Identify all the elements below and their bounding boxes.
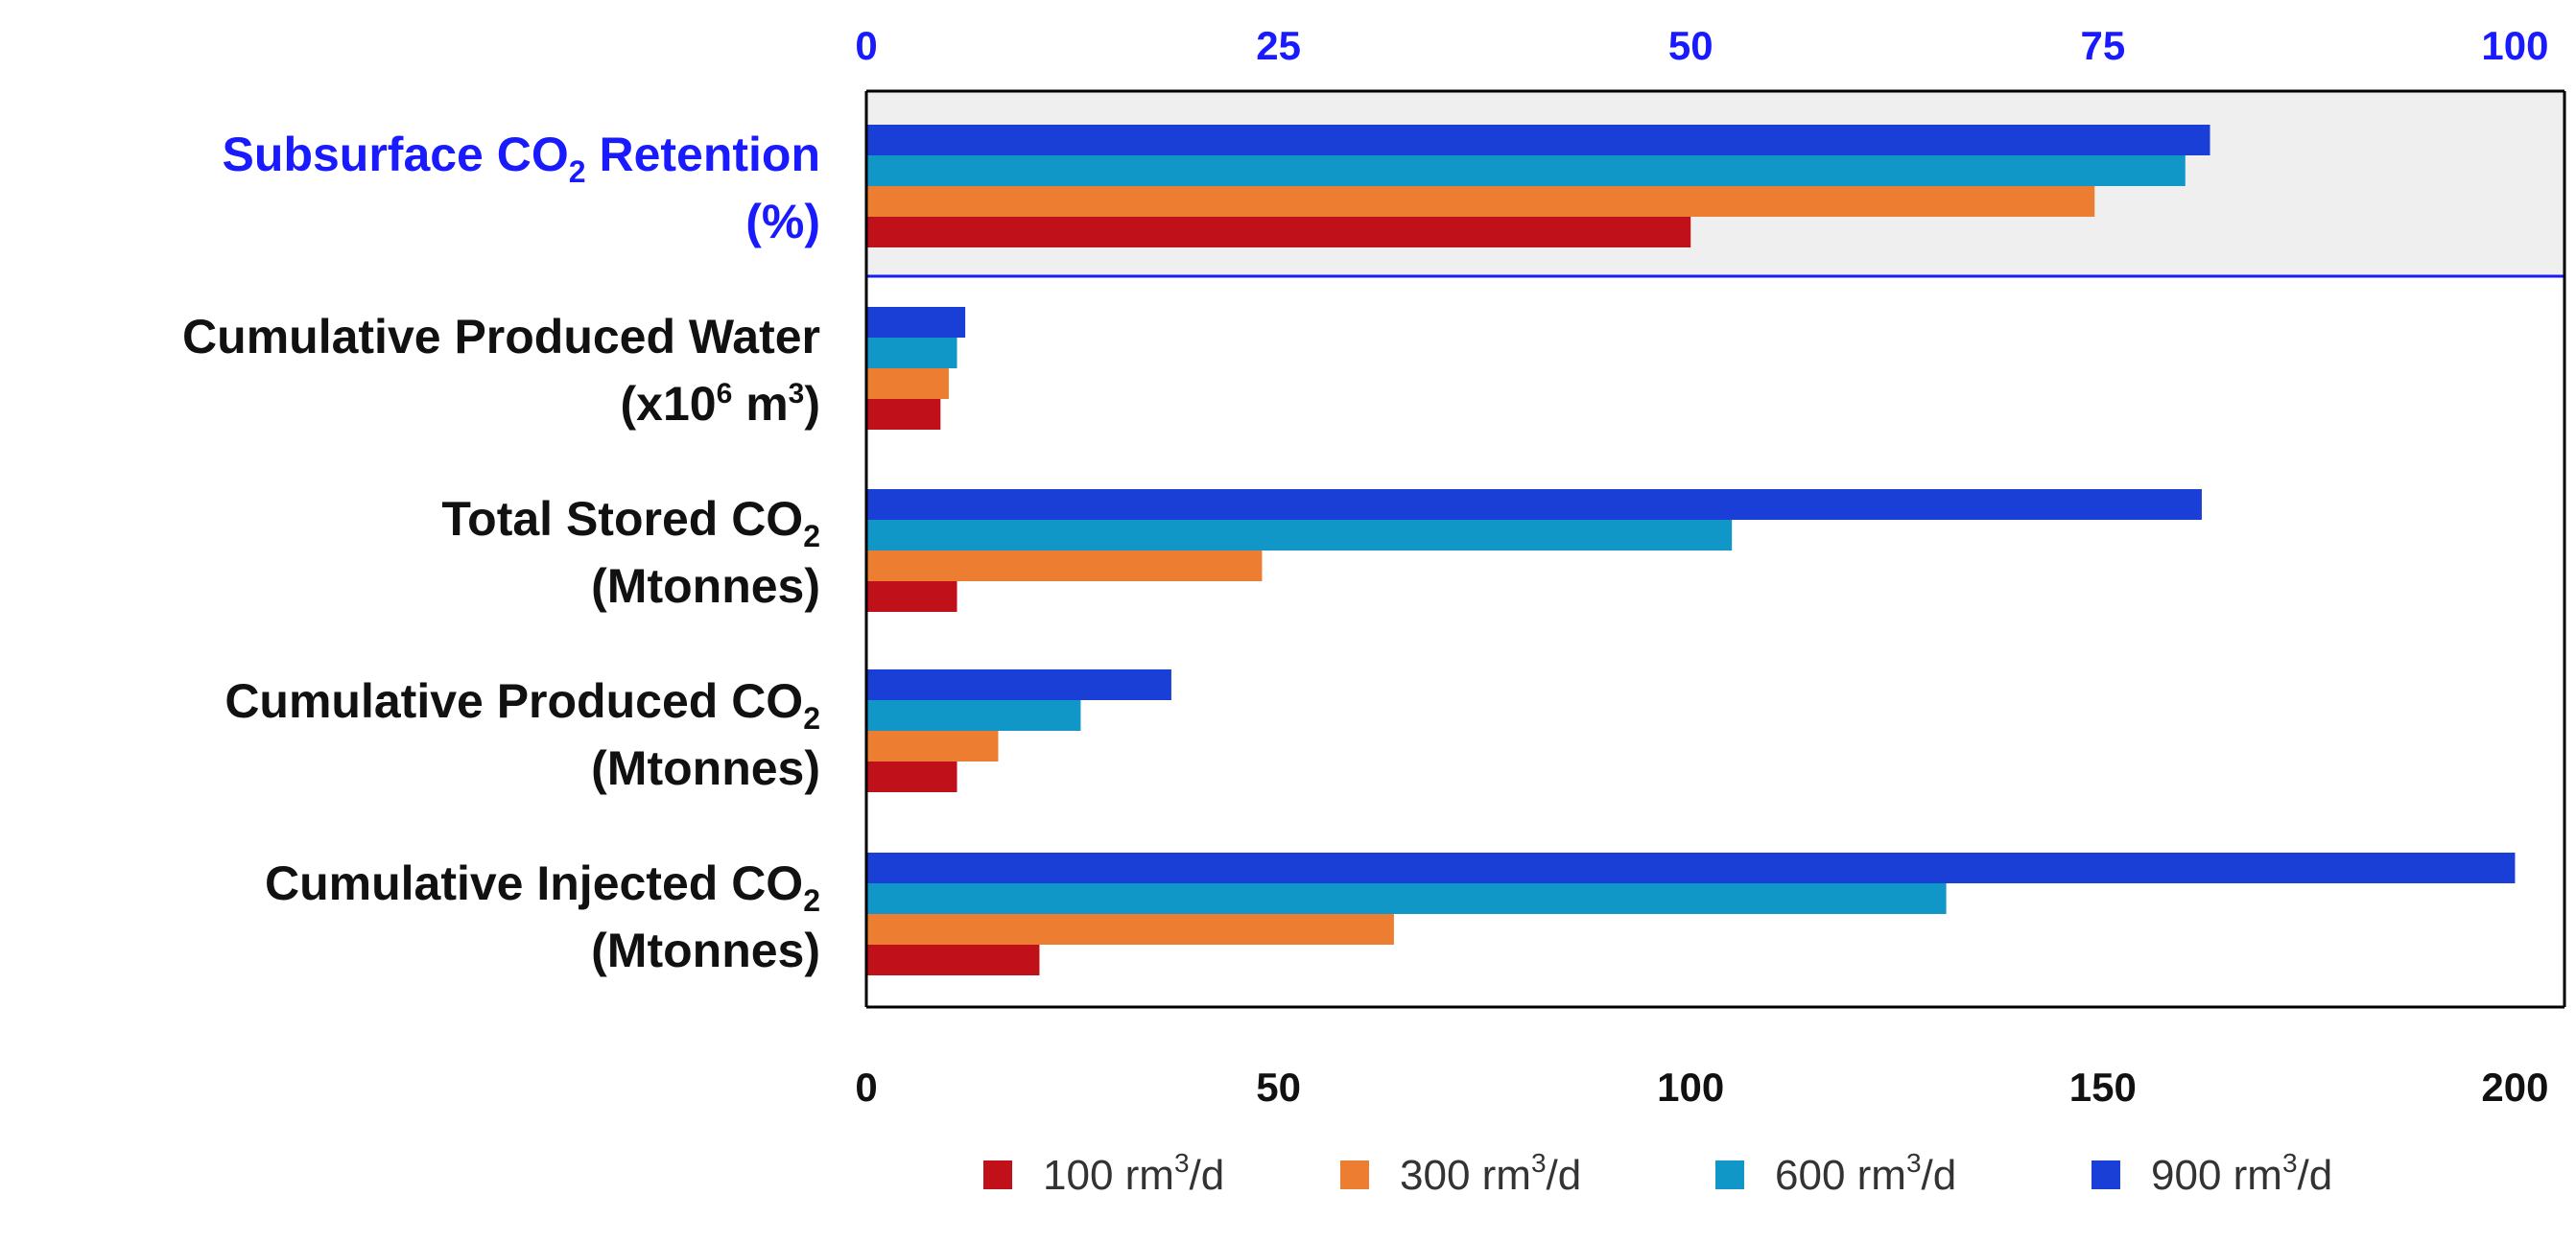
- top-tick-label: 50: [1668, 23, 1713, 68]
- legend-swatch-1: [1340, 1160, 1369, 1189]
- legend-swatch-2: [1715, 1160, 1744, 1189]
- category-unit-stored: (Mtonnes): [591, 559, 820, 613]
- bar-injected-0: [866, 945, 1040, 975]
- bar-retention-3: [866, 125, 2210, 155]
- category-label-injected: Cumulative Injected CO2: [265, 856, 820, 918]
- bar-stored-3: [866, 489, 2202, 520]
- bar-produced_water-3: [866, 307, 966, 338]
- bar-stored-2: [866, 520, 1733, 551]
- bar-injected-1: [866, 914, 1394, 945]
- bar-stored-0: [866, 581, 957, 612]
- top-tick-label: 25: [1256, 23, 1301, 68]
- legend-swatch-3: [2092, 1160, 2120, 1189]
- legend-swatch-0: [983, 1160, 1012, 1189]
- bar-retention-1: [866, 186, 2095, 217]
- bar-produced_water-0: [866, 399, 941, 430]
- bottom-tick-label: 150: [2069, 1065, 2137, 1110]
- bar-stored-1: [866, 551, 1263, 581]
- category-label-stored: Total Stored CO2: [441, 492, 820, 553]
- category-unit-produced_co2: (Mtonnes): [591, 741, 820, 795]
- category-label-produced_co2: Cumulative Produced CO2: [225, 674, 820, 736]
- legend-label-3: 900 rm3/d: [2151, 1148, 2332, 1199]
- top-tick-label: 75: [2080, 23, 2125, 68]
- category-label-retention: Subsurface CO2 Retention: [223, 128, 820, 189]
- bar-produced_co2-2: [866, 700, 1081, 731]
- bar-retention-2: [866, 155, 2186, 186]
- category-unit-injected: (Mtonnes): [591, 924, 820, 977]
- bottom-tick-label: 0: [855, 1065, 877, 1110]
- top-tick-label: 100: [2481, 23, 2548, 68]
- bar-retention-0: [866, 217, 1691, 247]
- top-tick-label: 0: [855, 23, 877, 68]
- bottom-tick-label: 200: [2481, 1065, 2548, 1110]
- bar-produced_co2-1: [866, 731, 999, 762]
- bar-produced_co2-0: [866, 762, 957, 792]
- bar-injected-2: [866, 883, 1947, 914]
- bottom-tick-label: 50: [1256, 1065, 1301, 1110]
- category-label-produced_water: Cumulative Produced Water: [182, 310, 820, 363]
- bar-produced_co2-3: [866, 669, 1171, 700]
- bar-produced_water-2: [866, 338, 957, 368]
- bar-injected-3: [866, 853, 2516, 883]
- bottom-tick-label: 100: [1657, 1065, 1724, 1110]
- category-unit-produced_water: (x106 m3): [621, 377, 820, 431]
- bar-produced_water-1: [866, 368, 949, 399]
- legend-label-2: 600 rm3/d: [1775, 1148, 1956, 1199]
- category-unit-retention: (%): [745, 195, 820, 248]
- legend-label-0: 100 rm3/d: [1043, 1148, 1224, 1199]
- legend-label-1: 300 rm3/d: [1400, 1148, 1581, 1199]
